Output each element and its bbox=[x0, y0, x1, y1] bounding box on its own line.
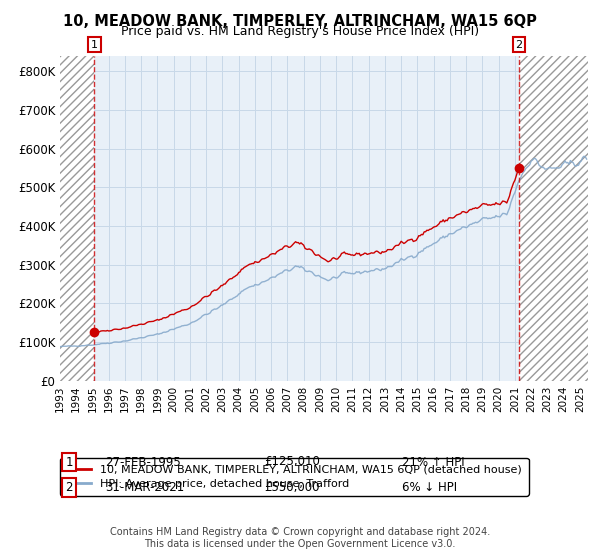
Bar bbox=[519, 56, 588, 381]
Text: 31-MAR-2021: 31-MAR-2021 bbox=[105, 480, 184, 494]
Text: Contains HM Land Registry data © Crown copyright and database right 2024.
This d: Contains HM Land Registry data © Crown c… bbox=[110, 527, 490, 549]
Text: 10, MEADOW BANK, TIMPERLEY, ALTRINCHAM, WA15 6QP: 10, MEADOW BANK, TIMPERLEY, ALTRINCHAM, … bbox=[63, 14, 537, 29]
Text: 1: 1 bbox=[91, 40, 98, 49]
Text: 2: 2 bbox=[515, 40, 523, 49]
Bar bbox=[60, 56, 94, 381]
Legend: 10, MEADOW BANK, TIMPERLEY, ALTRINCHAM, WA15 6QP (detached house), HPI: Average : 10, MEADOW BANK, TIMPERLEY, ALTRINCHAM, … bbox=[60, 458, 529, 496]
Text: 1: 1 bbox=[65, 455, 73, 469]
Text: 27-FEB-1995: 27-FEB-1995 bbox=[105, 455, 181, 469]
Text: £550,000: £550,000 bbox=[264, 480, 320, 494]
Text: £125,010: £125,010 bbox=[264, 455, 320, 469]
Text: 21% ↑ HPI: 21% ↑ HPI bbox=[402, 455, 464, 469]
Text: Price paid vs. HM Land Registry's House Price Index (HPI): Price paid vs. HM Land Registry's House … bbox=[121, 25, 479, 38]
Text: 2: 2 bbox=[65, 480, 73, 494]
Text: 6% ↓ HPI: 6% ↓ HPI bbox=[402, 480, 457, 494]
